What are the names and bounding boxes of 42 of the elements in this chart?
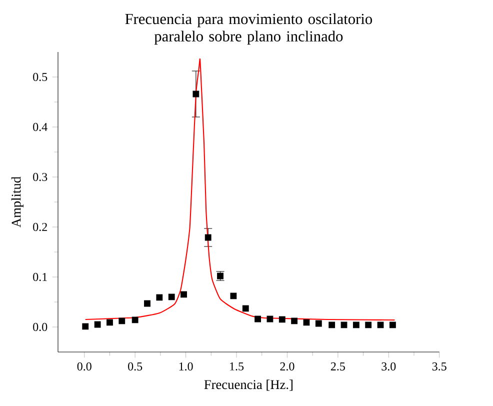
point — [82, 323, 89, 330]
x-tick-label: 2.5 — [330, 362, 345, 370]
x-tick-label: 1.5 — [230, 362, 244, 370]
y-tick-label: 0.2 — [33, 222, 47, 232]
point — [266, 316, 274, 322]
point — [168, 294, 175, 300]
point — [106, 319, 113, 326]
point — [377, 322, 384, 328]
point — [352, 322, 360, 328]
point — [94, 321, 101, 328]
point — [389, 322, 396, 328]
x-axis-title: Frecuencia [Hz.] — [204, 380, 292, 391]
x-tick-label: 3.0 — [382, 362, 396, 371]
x-tick-label: 0.0 — [77, 362, 92, 371]
chart-title: Frecuencia para movimiento oscilatorio paralelo sobre plano inclinado — [125, 13, 372, 45]
y-tick-label: 0.5 — [33, 72, 48, 82]
x-tick-label: 2.0 — [280, 362, 294, 371]
point — [242, 305, 249, 312]
point — [118, 318, 126, 324]
point — [192, 90, 200, 98]
point — [291, 318, 298, 324]
point — [278, 316, 286, 323]
point — [144, 300, 150, 307]
y-tick-label: 0.4 — [33, 122, 48, 132]
point — [156, 294, 163, 301]
x-tick-label: 0.5 — [128, 362, 142, 371]
point — [340, 322, 348, 328]
point — [180, 291, 187, 298]
point — [132, 316, 138, 324]
point — [303, 319, 310, 326]
y-tick-label: 0.3 — [33, 172, 48, 182]
point — [315, 320, 322, 327]
y-tick-label: 0.0 — [33, 322, 48, 332]
point — [365, 322, 372, 328]
x-tick-label: 1.0 — [179, 362, 193, 371]
y-axis-title: Amplitud — [11, 176, 24, 228]
point — [204, 234, 212, 241]
y-tick-label: 0.1 — [33, 272, 47, 282]
point — [328, 322, 336, 328]
point — [254, 316, 262, 322]
x-tick-label: 3.5 — [432, 362, 446, 370]
point — [230, 292, 237, 300]
